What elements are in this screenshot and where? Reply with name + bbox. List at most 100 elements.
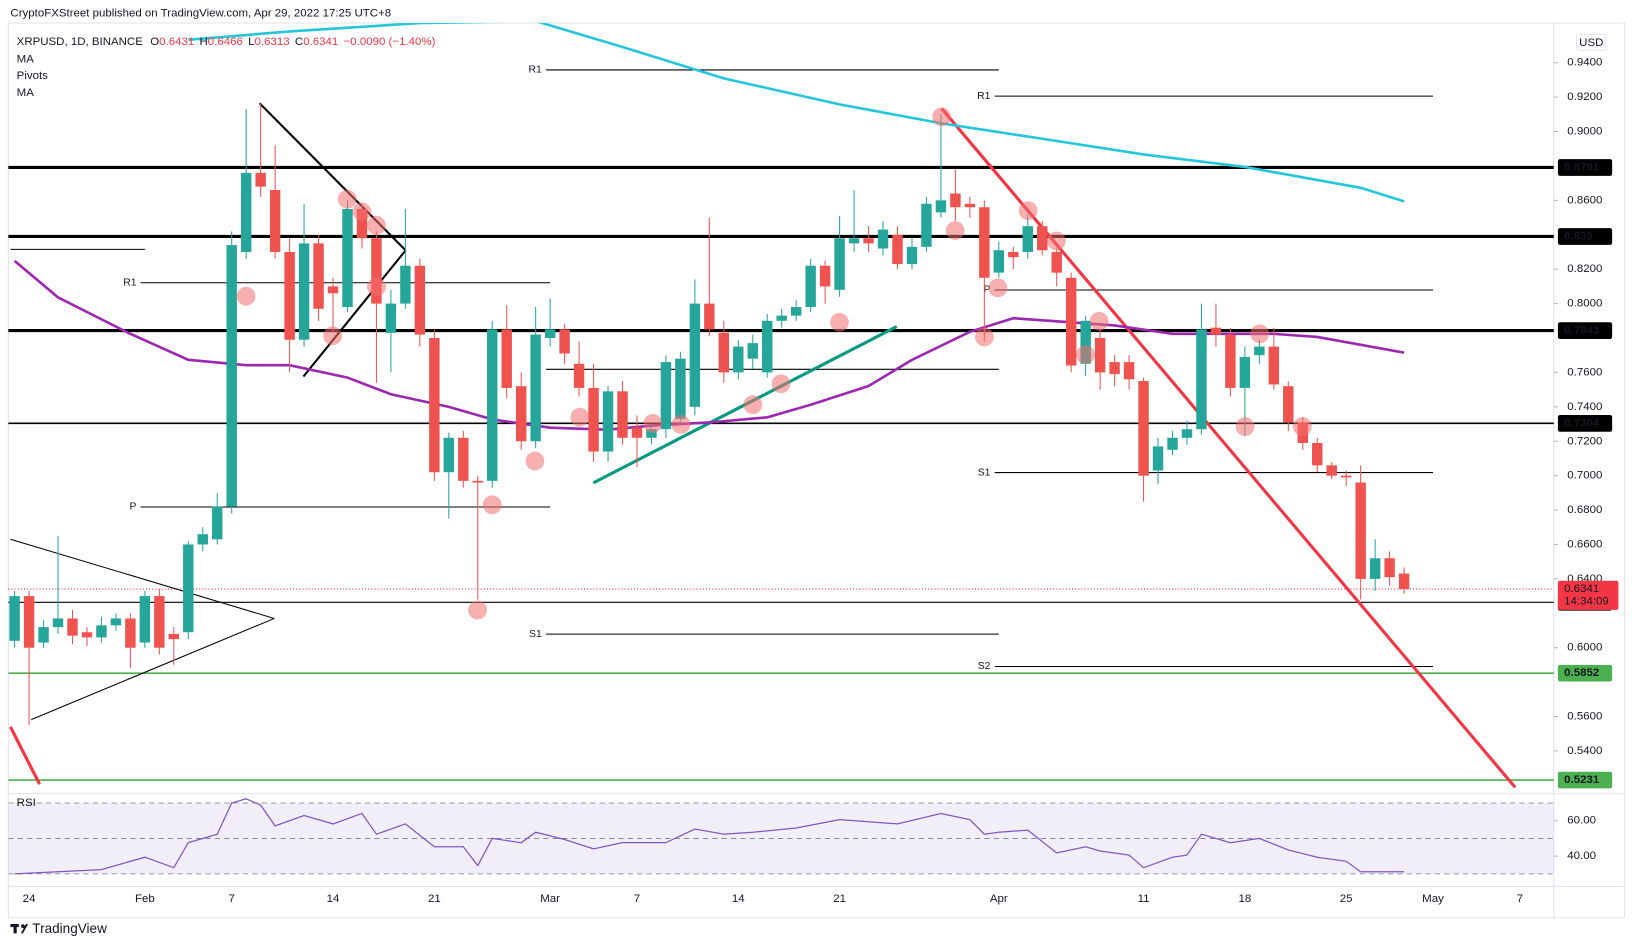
candle-body [964, 203, 976, 208]
trend-line [9, 726, 42, 785]
candle-body [1369, 558, 1381, 579]
candle-body [1181, 429, 1193, 438]
y-tick-label: 0.5400 [1567, 745, 1602, 757]
candle-body [342, 208, 353, 308]
candle-body [1196, 329, 1207, 430]
x-tick-label: 7 [1517, 893, 1523, 905]
candle-body [718, 332, 730, 373]
candle-body [544, 329, 556, 339]
candle-body [877, 229, 889, 249]
rsi-legend: RSI [17, 797, 36, 809]
x-tick-label: Feb [135, 893, 155, 905]
candle-body [1283, 386, 1294, 423]
trend-line [940, 107, 1517, 789]
y-tick-label: 0.6800 [1567, 504, 1602, 516]
y-tick-label: 0.8600 [1567, 194, 1602, 206]
pivot-label: P [984, 285, 991, 296]
candle-body [1065, 277, 1077, 366]
y-tick-label: 0.6000 [1567, 642, 1602, 654]
candle-body [154, 596, 165, 648]
y-tick-label: 0.7600 [1567, 366, 1602, 378]
touch-point [367, 215, 386, 235]
touch-point [236, 286, 256, 306]
x-tick-label: 11 [1138, 893, 1150, 905]
candle-body [81, 632, 93, 638]
field-label: C [295, 36, 303, 48]
y-tick-label: 0.7400 [1567, 401, 1602, 413]
candle-body [1225, 334, 1236, 388]
candle-body [1312, 442, 1323, 466]
x-tick-label: 7 [229, 893, 235, 905]
field-value: 0.6313 [255, 36, 290, 48]
level-label: 0.839 [1564, 231, 1593, 243]
field-value: 0.6466 [208, 36, 243, 48]
candle-body [588, 387, 599, 452]
level-label-box [1557, 664, 1613, 682]
touch-point [743, 395, 763, 415]
candle-body [1152, 446, 1164, 471]
main-pane [9, 23, 1410, 726]
candle-body [313, 243, 324, 309]
axes: 0.9400 0.9200 0.9000 0.8600 0.8200 0.8000 0.76… [23, 57, 1619, 905]
candle-body [762, 320, 773, 373]
level-label-box [1557, 228, 1613, 245]
candle-body [284, 251, 295, 340]
y-tick-label: 0.9200 [1567, 91, 1602, 103]
candle-body [1094, 338, 1106, 373]
candle-body [979, 207, 990, 278]
x-tick-label: Apr [990, 893, 1008, 905]
y-tick-label: 0.6600 [1567, 539, 1602, 551]
touch-point [367, 277, 386, 297]
touch-point [932, 107, 952, 127]
candle-body [1109, 362, 1120, 375]
logo-mark [21, 924, 25, 928]
candle-body [921, 203, 932, 247]
candle-body [1239, 356, 1251, 388]
level-label: 0.5852 [1564, 667, 1599, 679]
candle-body [487, 329, 498, 481]
touch-point [945, 221, 965, 240]
field-label: O [150, 36, 159, 48]
candle-body [733, 346, 744, 373]
candle-body [125, 618, 136, 648]
touch-point [1076, 345, 1095, 365]
candle-body [689, 303, 701, 407]
level-label-box [1557, 415, 1613, 432]
triangle-line [10, 538, 275, 619]
candle-body [906, 246, 918, 265]
logo-mark [13, 923, 17, 934]
frame [7, 22, 1626, 919]
candle-body [935, 200, 947, 213]
x-tick-label: 14 [327, 893, 340, 905]
field-label: L [248, 36, 254, 48]
candle-body [1398, 573, 1410, 590]
candle-body [110, 618, 122, 626]
candle-body [414, 265, 426, 335]
candle-body [168, 633, 180, 640]
candle-body [1123, 362, 1135, 380]
drawings [9, 102, 1517, 789]
candle-body [385, 303, 397, 333]
candle-body [530, 334, 541, 442]
x-tick-label: 25 [1340, 893, 1353, 905]
touch-point [643, 414, 663, 433]
candle-body [950, 193, 961, 208]
candle-body [429, 338, 440, 473]
triangle-line [302, 249, 407, 378]
y-tick-label: 0.9400 [1567, 57, 1602, 69]
symbol-legend: XRPUSD, 1D, BINANCE O0.6431 H0.6466 L0.6… [17, 36, 436, 48]
candle-body [356, 208, 368, 239]
candle-body [848, 238, 860, 244]
touch-point [570, 407, 590, 427]
candle-body [819, 265, 831, 287]
candle-body [443, 437, 455, 473]
touch-point [352, 202, 372, 222]
x-tick-label: 24 [23, 893, 36, 905]
candle-body [1022, 226, 1033, 252]
indicator-legend: MA [17, 87, 35, 99]
touch-point [830, 312, 849, 332]
pivot-label: R1 [123, 278, 137, 289]
candle-body [631, 427, 643, 438]
candle-body [1355, 482, 1366, 579]
